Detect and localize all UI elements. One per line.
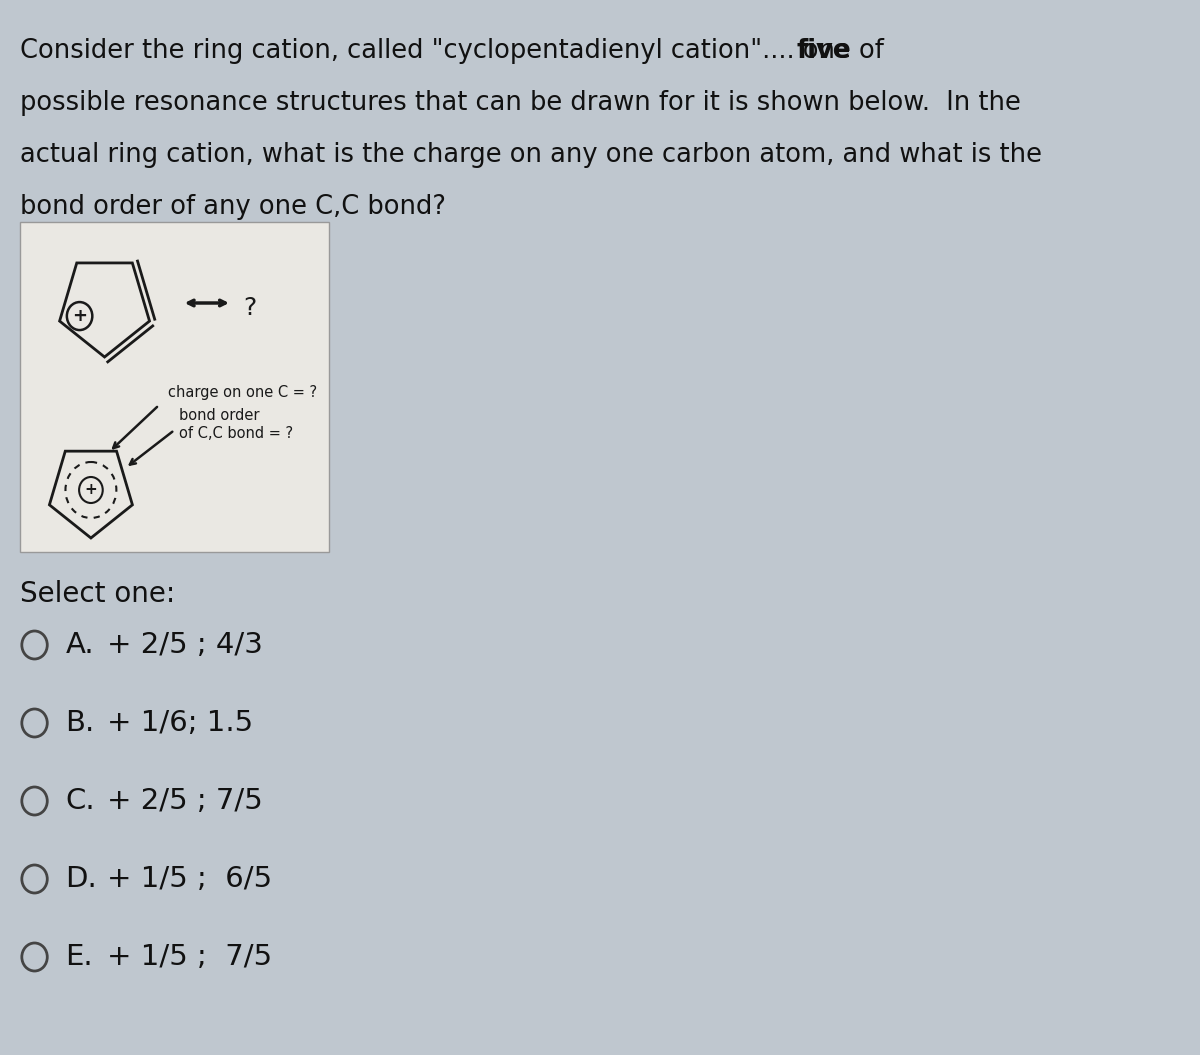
- Text: Consider the ring cation, called "cyclopentadienyl cation".... one of: Consider the ring cation, called "cyclop…: [20, 38, 892, 64]
- Text: of C,C bond = ?: of C,C bond = ?: [179, 426, 293, 441]
- Text: +: +: [72, 307, 88, 325]
- Text: Select one:: Select one:: [20, 580, 175, 608]
- Text: actual ring cation, what is the charge on any one carbon atom, and what is the: actual ring cation, what is the charge o…: [20, 142, 1042, 168]
- Text: + 1/5 ;  6/5: + 1/5 ; 6/5: [107, 865, 272, 893]
- Text: C.: C.: [66, 787, 95, 816]
- Text: A.: A.: [66, 631, 94, 659]
- Text: + 1/5 ;  7/5: + 1/5 ; 7/5: [107, 943, 272, 971]
- Text: ?: ?: [244, 296, 257, 320]
- FancyBboxPatch shape: [20, 222, 329, 552]
- Text: five: five: [797, 38, 851, 64]
- Text: D.: D.: [66, 865, 97, 893]
- Text: + 2/5 ; 7/5: + 2/5 ; 7/5: [107, 787, 263, 816]
- Text: + 1/6; 1.5: + 1/6; 1.5: [107, 709, 253, 737]
- Text: + 2/5 ; 4/3: + 2/5 ; 4/3: [107, 631, 263, 659]
- Text: bond order: bond order: [179, 408, 259, 423]
- Text: +: +: [84, 482, 97, 498]
- Text: possible resonance structures that can be drawn for it is shown below.  In the: possible resonance structures that can b…: [20, 90, 1021, 116]
- Text: charge on one C = ?: charge on one C = ?: [168, 385, 317, 400]
- Text: E.: E.: [66, 943, 94, 971]
- Text: bond order of any one C,C bond?: bond order of any one C,C bond?: [20, 194, 446, 220]
- Text: B.: B.: [66, 709, 95, 737]
